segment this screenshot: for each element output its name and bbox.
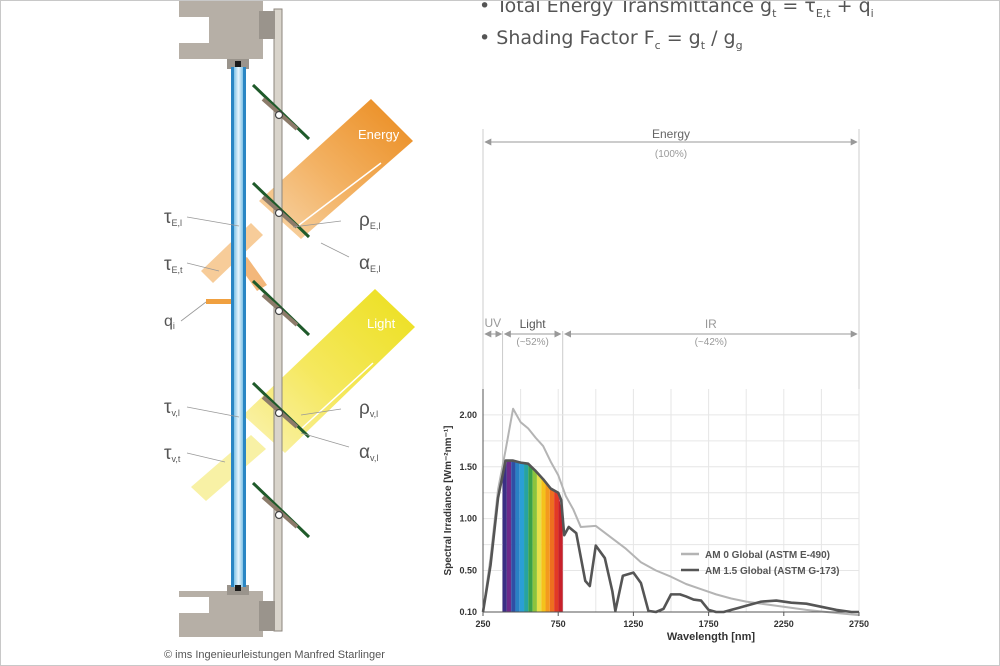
x-tick-label: 2250 xyxy=(774,619,794,629)
symbol-q-i: qi xyxy=(164,313,175,331)
y-tick-label: 2.00 xyxy=(459,410,477,420)
light-range-pct: (~52%) xyxy=(516,337,549,348)
y-tick-label: 0.10 xyxy=(459,607,477,617)
light-beam xyxy=(243,289,415,453)
light-beam-edge xyxy=(300,362,374,430)
legend-label: AM 0 Global (ASTM E-490) xyxy=(705,550,830,561)
louver-3 xyxy=(251,279,311,337)
symbol-alpha-v-l: αv,l xyxy=(359,442,378,463)
facade-diagram: Energy Light τE,l τE,t qi τv,l τv,t ρE,l… xyxy=(164,1,415,637)
x-tick-label: 2750 xyxy=(849,619,869,629)
visible-spectrum-band xyxy=(545,482,550,612)
symbol-tau-e-t: τE,t xyxy=(164,254,183,275)
visible-spectrum-band xyxy=(511,460,516,612)
visible-spectrum-band xyxy=(528,463,533,612)
y-tick-label: 1.50 xyxy=(459,462,477,472)
x-tick-label: 1750 xyxy=(699,619,719,629)
visible-spectrum-band xyxy=(558,493,563,612)
energy-range-label: Energy xyxy=(652,127,690,141)
symbol-alpha-e-l: αE,l xyxy=(359,253,381,274)
louver-2 xyxy=(251,181,311,239)
energy-range-pct: (100%) xyxy=(655,149,687,160)
louver-1 xyxy=(251,83,311,141)
heat-gain-bar xyxy=(206,299,234,304)
y-tick-label: 1.00 xyxy=(459,514,477,524)
visible-spectrum-band xyxy=(532,468,537,612)
louver-4 xyxy=(251,381,311,439)
visible-spectrum-band xyxy=(536,472,542,612)
symbol-rho-v-l: ρv,l xyxy=(359,398,378,419)
energy-beam xyxy=(259,99,413,239)
copyright-credit: © ims Ingenieurleistungen Manfred Starli… xyxy=(164,649,385,661)
visible-spectrum-band xyxy=(502,460,507,612)
formula-total-energy: • Total Energy Transmittance gt = τE,t +… xyxy=(479,0,874,20)
ir-range-pct: (~42%) xyxy=(695,337,728,348)
louver-5 xyxy=(251,481,311,539)
series-line-am15 xyxy=(481,459,859,614)
x-axis-label: Wavelength [nm] xyxy=(667,631,756,643)
spectrum-chart: Energy (100%) UV Light (~52%) IR (~42%) 250 750… xyxy=(443,127,869,643)
symbol-tau-e-l: τE,l xyxy=(164,207,182,228)
light-beam-transmitted xyxy=(191,435,266,501)
symbol-tau-v-l: τv,l xyxy=(164,397,180,418)
y-tick-label: 0.50 xyxy=(459,566,477,576)
y-axis-label: Spectral Irradiance [Wm⁻²nm⁻¹] xyxy=(443,425,454,575)
energy-beam-edge xyxy=(298,162,382,226)
visible-spectrum-band xyxy=(524,463,529,612)
legend-label: AM 1.5 Global (ASTM G-173) xyxy=(705,566,839,577)
uv-range-label: UV xyxy=(484,316,501,330)
x-tick-label: 750 xyxy=(551,619,566,629)
glass-pane xyxy=(231,67,246,587)
x-tick-label: 250 xyxy=(475,619,490,629)
visible-spectrum-band xyxy=(515,461,520,612)
ir-range-label: IR xyxy=(705,317,717,331)
visible-spectrum-band xyxy=(554,490,559,612)
energy-beam-label: Energy xyxy=(358,127,400,142)
shading-rail xyxy=(273,8,283,632)
symbol-rho-e-l: ρE,l xyxy=(359,210,380,231)
light-beam-label: Light xyxy=(367,316,396,331)
visible-spectrum-band xyxy=(549,487,555,612)
series-line-am0 xyxy=(482,407,860,617)
visible-spectrum-band xyxy=(541,477,546,612)
visible-spectrum-band xyxy=(519,462,525,612)
light-range-label: Light xyxy=(520,317,547,331)
symbol-tau-v-t: τv,t xyxy=(164,443,181,464)
x-tick-label: 1250 xyxy=(623,619,643,629)
visible-spectrum-band xyxy=(506,460,512,612)
formula-shading-factor: • Shading Factor Fc = gt / gg xyxy=(479,27,743,52)
